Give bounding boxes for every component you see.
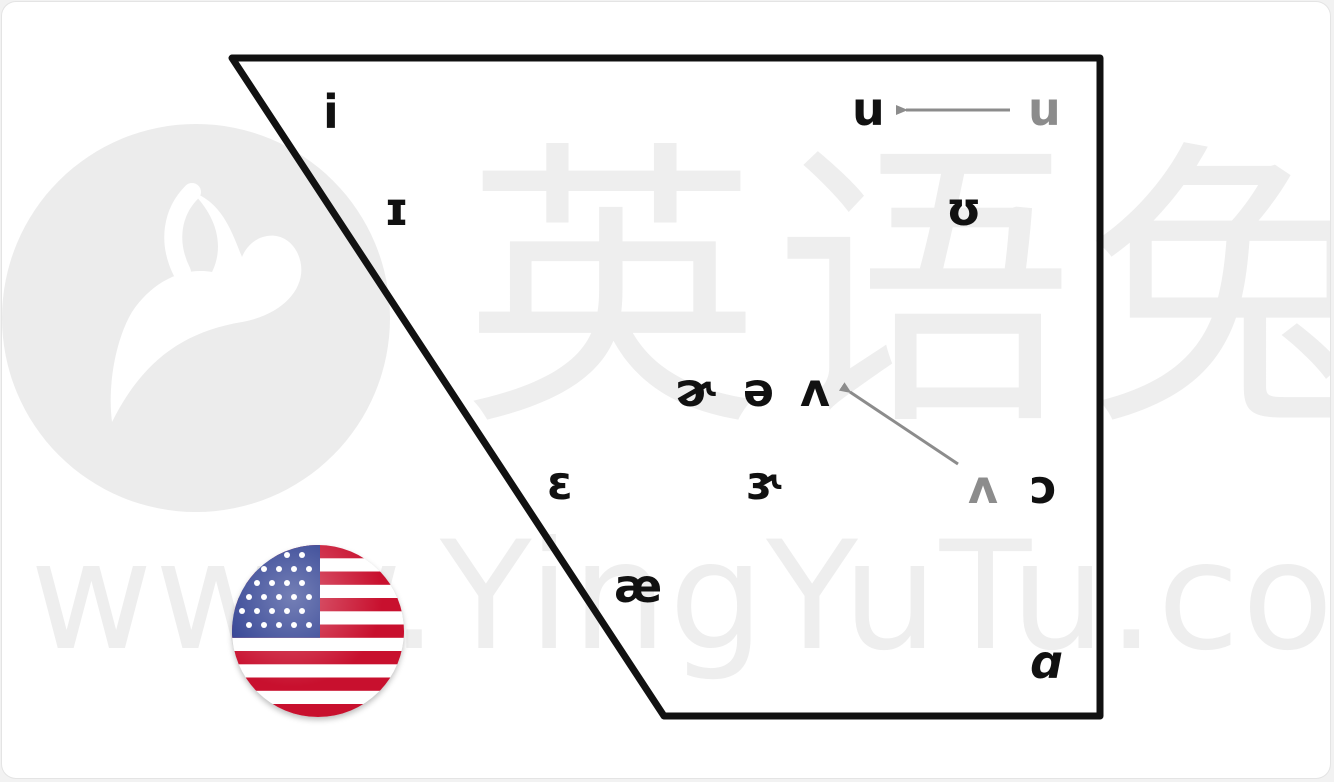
- vowel-ae: æ: [614, 559, 663, 613]
- vowel-wedge: ʌ: [800, 363, 830, 417]
- vowel-epsilon: ɛ: [547, 456, 573, 510]
- arrow-wedge-shift: [838, 382, 959, 466]
- vowel-reversed-epsilon-hook: ɝ: [746, 456, 784, 510]
- vowel-schwar: ɚ: [675, 363, 716, 417]
- vowel-open-o: ɔ: [1030, 460, 1058, 514]
- vowel-u-gray: u: [1028, 82, 1061, 136]
- vowel-upsilon: ʊ: [946, 182, 982, 236]
- flag-gloss: [232, 545, 404, 717]
- vowel-wedge-gray: ʌ: [968, 460, 998, 514]
- vowel-small-cap-i: ɪ: [384, 182, 410, 236]
- vowel-schwa: ə: [743, 363, 775, 417]
- vowel-script-a: ɑ: [1030, 635, 1063, 689]
- vowel-trapezoid: [228, 54, 1104, 720]
- rabbit-icon: [110, 183, 302, 422]
- vowel-i: i: [323, 85, 339, 139]
- vowel-u: u: [852, 82, 885, 136]
- watermark-brand-text: 英语兔: [462, 117, 1330, 466]
- us-flag-icon: [232, 545, 404, 717]
